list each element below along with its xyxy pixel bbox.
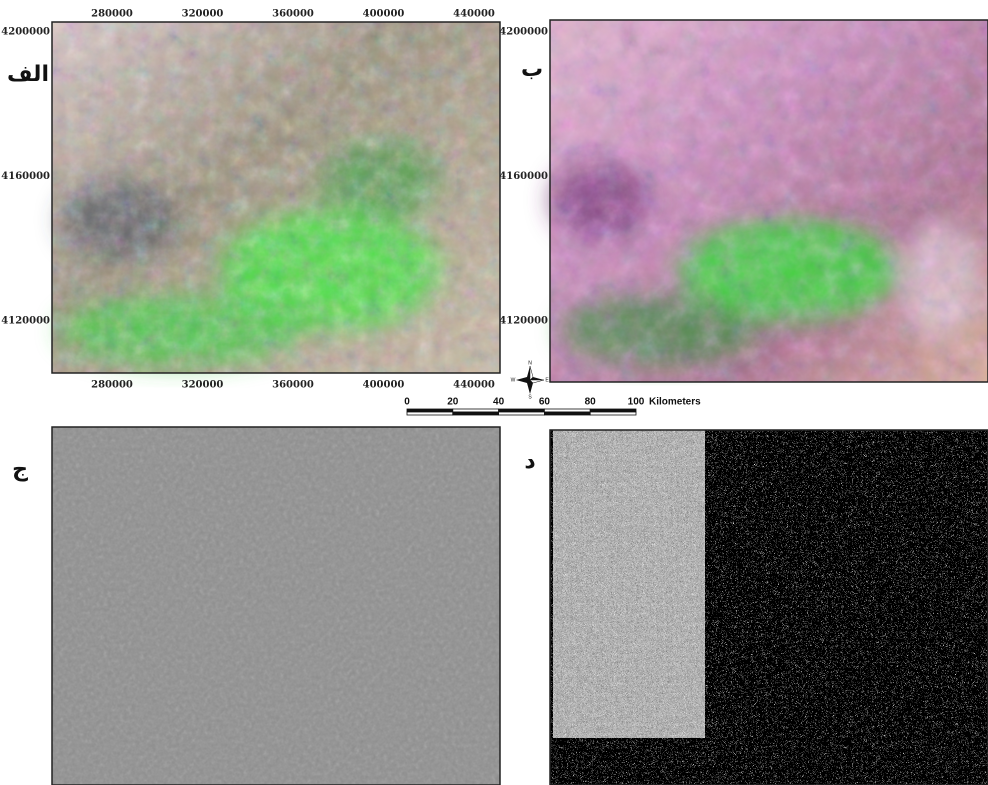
x-tick-label: 400000 [363, 380, 405, 391]
scale-label: 40 [493, 397, 505, 408]
scale-segment [589, 408, 637, 413]
panel-b-image [549, 19, 988, 383]
scale-unit: Kilometers [649, 397, 701, 408]
panel-c-image [51, 426, 501, 785]
x-tick-label: 320000 [182, 9, 224, 20]
y-tick-label: 4120000 [499, 316, 548, 327]
scale-segment [589, 411, 637, 416]
scale-segment [498, 408, 545, 413]
x-tick-label: 400000 [363, 9, 405, 20]
y-tick-label: 4120000 [1, 316, 50, 327]
north-arrow: N S E W [511, 360, 550, 400]
x-tick-label: 440000 [453, 9, 495, 20]
scale-label: 0 [404, 397, 410, 408]
scale-label: 100 [628, 397, 645, 408]
y-tick-label: 4200000 [499, 27, 548, 38]
panel-label: ج [12, 457, 28, 482]
panel-a-image [51, 21, 501, 374]
scale-segment [544, 411, 591, 416]
x-tick-label: 280000 [91, 9, 133, 20]
x-tick-label: 280000 [91, 380, 133, 391]
west-label: W [511, 377, 516, 383]
north-label: N [528, 360, 532, 366]
panel-label: د [524, 449, 535, 474]
y-tick-label: 4200000 [1, 27, 50, 38]
panel-label: ب [521, 57, 543, 82]
scale-segment [544, 408, 591, 413]
scale-segment [406, 408, 454, 413]
scale-segment [498, 411, 545, 416]
x-tick-label: 320000 [182, 380, 224, 391]
panel-d-image [549, 429, 988, 785]
scale-label: 20 [447, 397, 459, 408]
x-tick-label: 360000 [272, 9, 314, 20]
y-tick-label: 4160000 [1, 171, 50, 182]
scale-label: 60 [539, 397, 551, 408]
scale-segment [452, 408, 499, 413]
south-label: S [528, 394, 532, 400]
x-tick-label: 440000 [453, 380, 495, 391]
scale-segment [452, 411, 499, 416]
x-tick-label: 360000 [272, 380, 314, 391]
east-label: E [545, 377, 549, 383]
scale-label: 80 [585, 397, 597, 408]
panel-label: الف [7, 62, 49, 87]
scale-segment [406, 411, 454, 416]
y-tick-label: 4160000 [499, 171, 548, 182]
